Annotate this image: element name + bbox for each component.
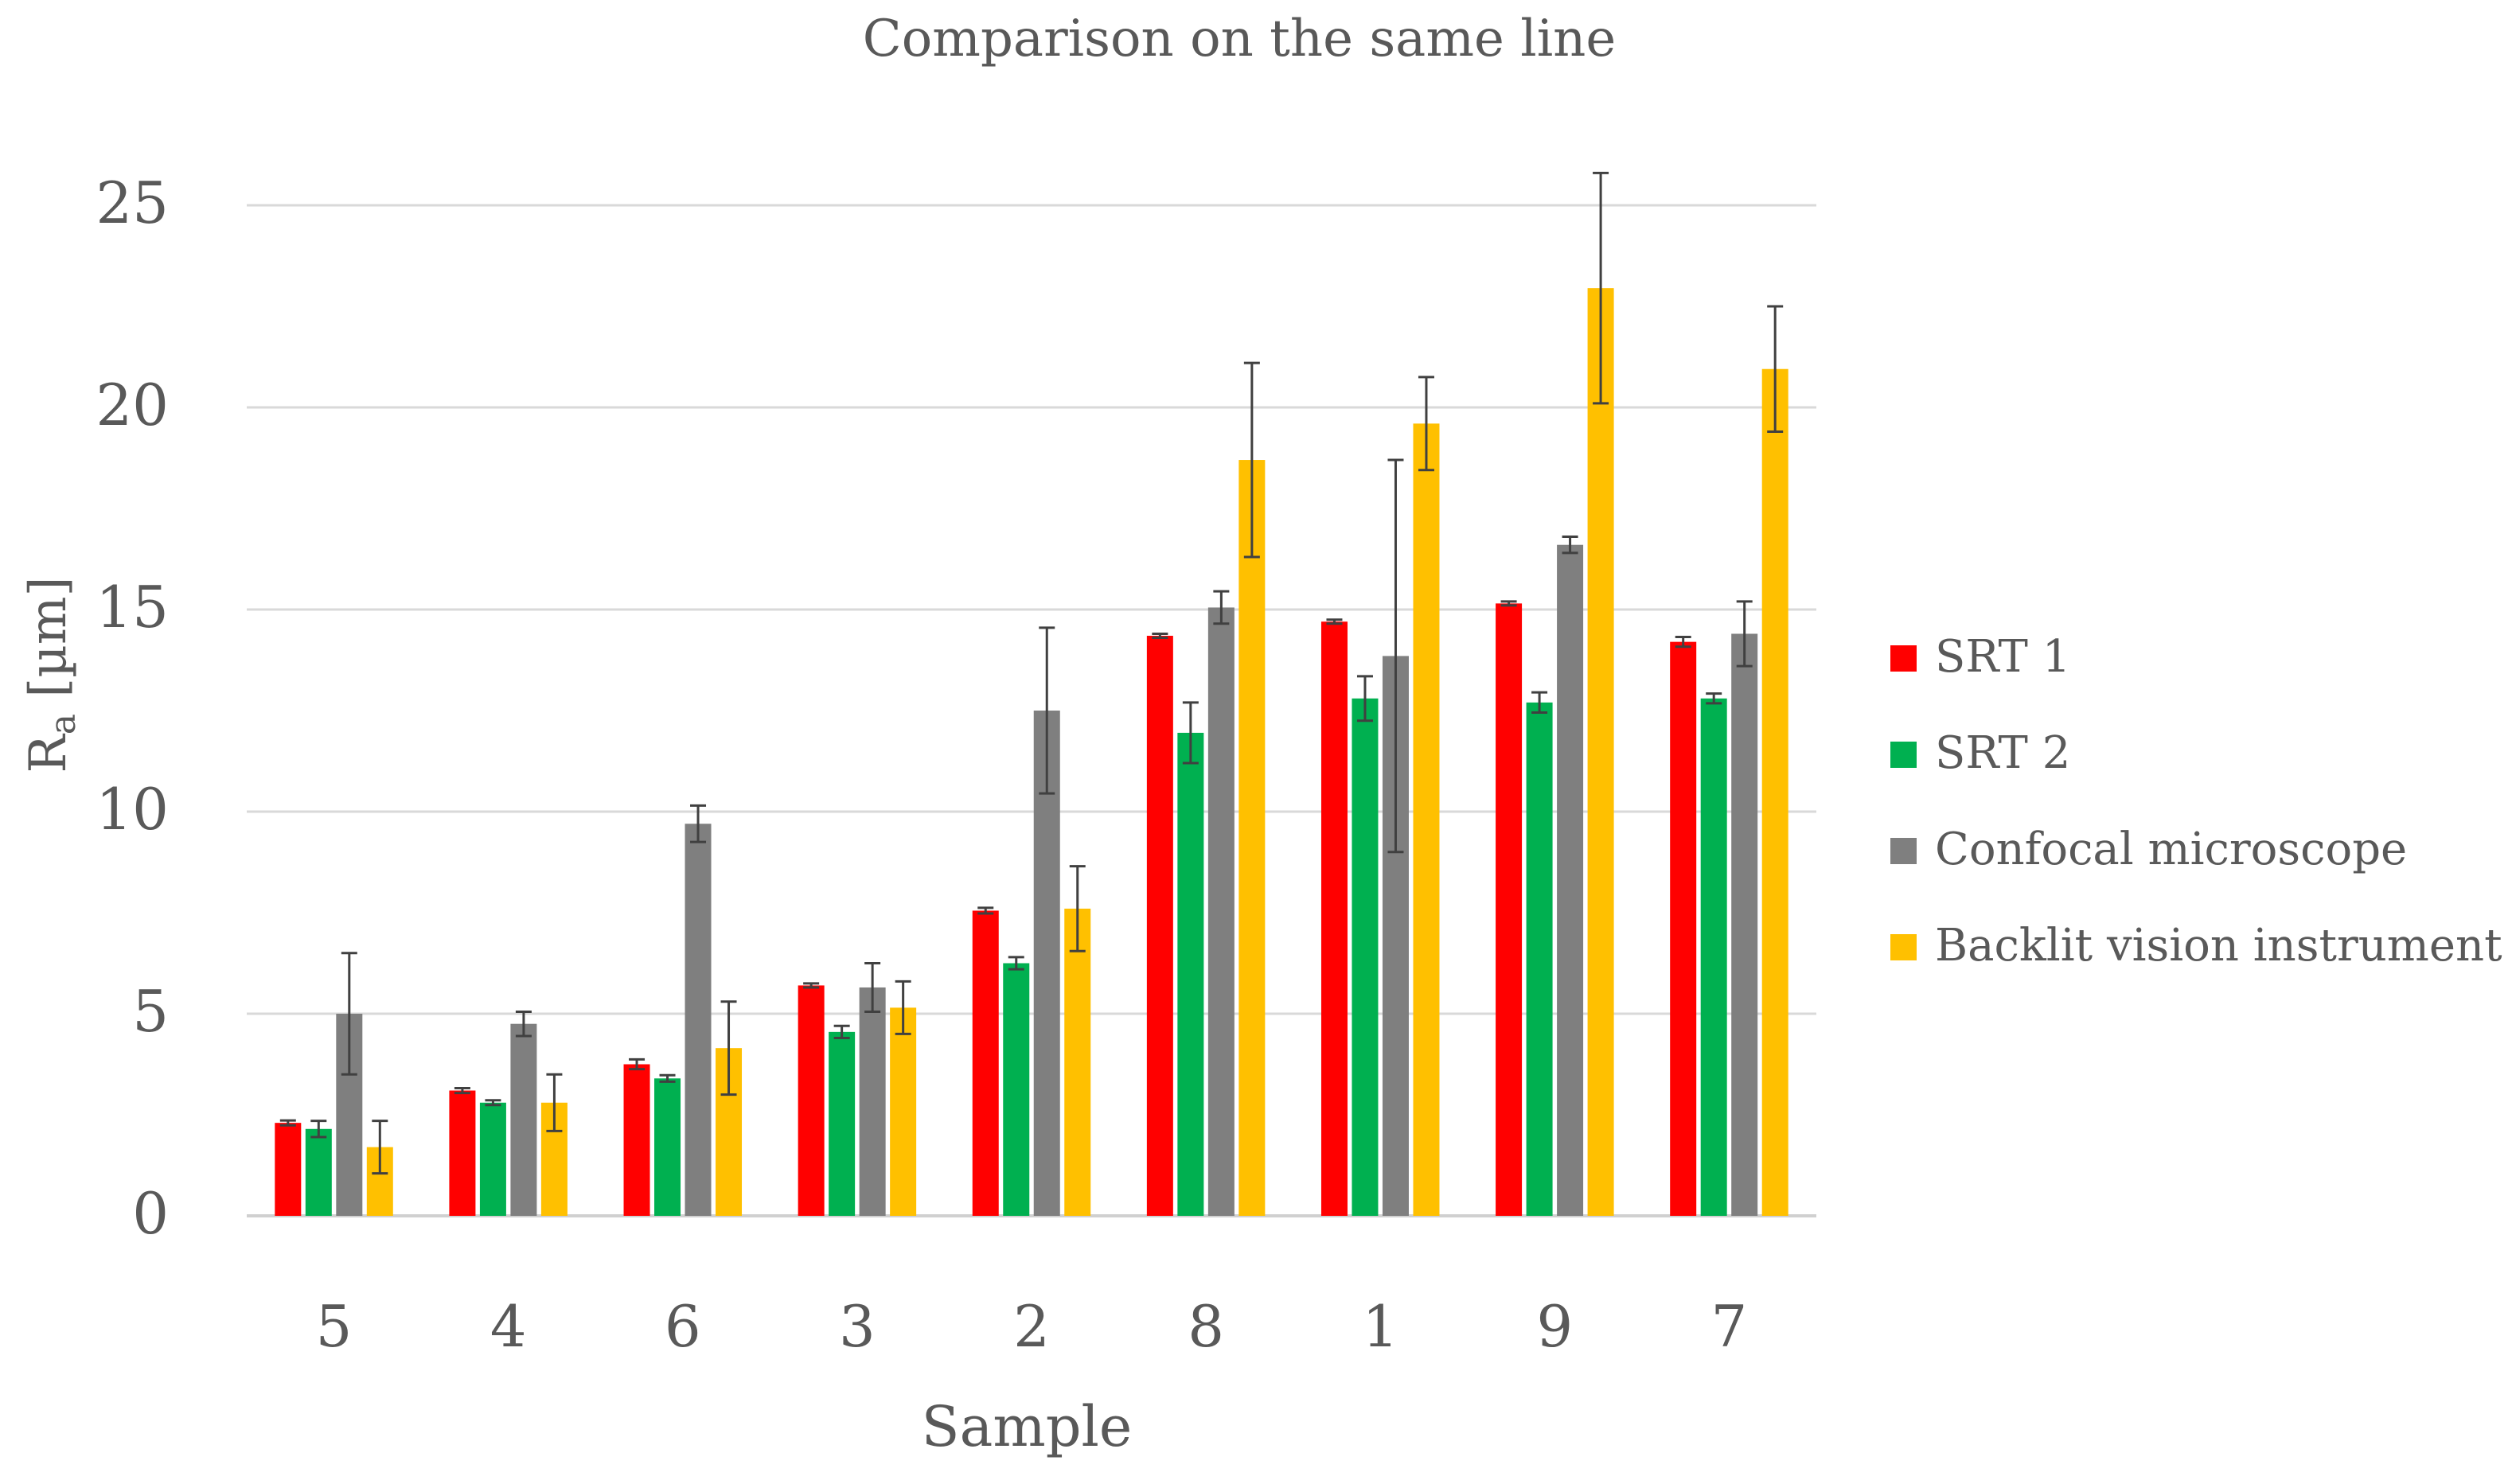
x-tick-label: 8 <box>1188 1293 1224 1360</box>
bar <box>1496 603 1523 1216</box>
bar <box>275 1123 302 1216</box>
legend-item: SRT 1 <box>1890 631 2070 683</box>
bar <box>1003 963 1030 1216</box>
legend-item: Confocal microscope <box>1890 824 2407 875</box>
y-axis-label-unit: [µm] <box>19 577 78 715</box>
legend-label: Backlit vision instrument <box>1935 920 2502 972</box>
bar <box>305 1128 332 1216</box>
bar <box>623 1064 650 1216</box>
y-axis-label: Ra [µm] <box>19 577 84 773</box>
y-axis-ticks: 0 5 10 15 20 25 <box>96 169 169 1247</box>
bar <box>972 910 999 1216</box>
bar <box>510 1023 537 1216</box>
y-tick-label: 15 <box>96 574 169 641</box>
y-axis-label-main: R <box>19 733 78 773</box>
legend-swatch <box>1890 645 1917 672</box>
bar <box>1670 641 1697 1216</box>
x-tick-label: 1 <box>1362 1293 1398 1360</box>
bar <box>1146 636 1173 1216</box>
bar <box>1413 423 1440 1216</box>
bar <box>449 1090 476 1216</box>
x-tick-label: 7 <box>1711 1293 1748 1360</box>
x-axis-ticks: 5 4 6 3 2 8 1 9 7 <box>316 1293 1748 1360</box>
legend-swatch <box>1890 934 1917 960</box>
bar <box>1064 908 1091 1216</box>
bar <box>1700 698 1727 1216</box>
bar <box>1587 288 1614 1216</box>
legend-swatch <box>1890 742 1917 768</box>
bar <box>1352 698 1379 1216</box>
bar <box>890 1007 917 1216</box>
x-tick-label: 4 <box>490 1293 527 1360</box>
bar <box>1033 711 1060 1216</box>
x-tick-label: 9 <box>1536 1293 1573 1360</box>
x-tick-label: 2 <box>1013 1293 1050 1360</box>
legend-item: SRT 2 <box>1890 727 2070 779</box>
bar <box>1761 368 1788 1216</box>
bar <box>859 987 886 1216</box>
bar <box>1320 621 1348 1216</box>
x-tick-label: 3 <box>839 1293 876 1360</box>
bar <box>1526 702 1553 1216</box>
bar <box>1557 544 1584 1216</box>
x-tick-label: 6 <box>665 1293 701 1360</box>
bar <box>685 824 712 1216</box>
y-axis-label-subscript: a <box>43 714 84 734</box>
x-tick-label: 5 <box>316 1293 353 1360</box>
bar <box>479 1102 506 1216</box>
bar <box>829 1031 856 1216</box>
bars <box>275 288 1788 1216</box>
gridlines <box>247 204 1816 1217</box>
error-bars <box>279 171 1784 1175</box>
legend: SRT 1 SRT 2 Confocal microscope Backlit vis… <box>1890 631 2502 972</box>
bar <box>798 985 825 1216</box>
legend-item: Backlit vision instrument <box>1890 920 2502 972</box>
y-tick-label: 0 <box>132 1180 169 1247</box>
y-tick-label: 25 <box>96 169 169 236</box>
bar <box>1238 460 1266 1216</box>
bar <box>654 1078 681 1216</box>
chart-title: Comparison on the same line <box>863 10 1617 68</box>
x-axis-label: Sample <box>922 1394 1133 1459</box>
legend-label: Confocal microscope <box>1935 824 2407 875</box>
legend-label: SRT 2 <box>1935 727 2070 779</box>
legend-swatch <box>1890 838 1917 864</box>
y-tick-label: 5 <box>132 978 169 1045</box>
bar <box>1731 633 1758 1216</box>
y-tick-label: 10 <box>96 776 169 843</box>
bar <box>1207 607 1235 1216</box>
y-tick-label: 20 <box>96 372 169 438</box>
legend-label: SRT 1 <box>1935 631 2070 683</box>
bar <box>1177 732 1204 1216</box>
